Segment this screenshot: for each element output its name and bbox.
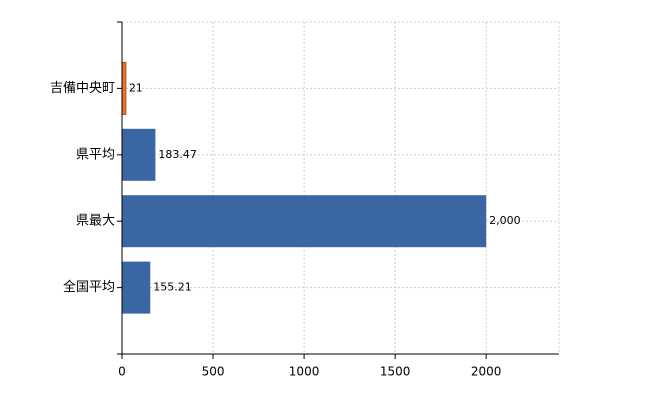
value-label: 155.21 bbox=[153, 281, 192, 294]
value-label: 183.47 bbox=[158, 148, 197, 161]
x-tick-label: 500 bbox=[202, 365, 225, 379]
y-tick-label: 県最大 bbox=[76, 214, 115, 229]
x-tick-label: 1000 bbox=[289, 365, 320, 379]
value-label: 2,000 bbox=[489, 214, 520, 227]
x-tick-label: 2000 bbox=[471, 365, 502, 379]
bar bbox=[122, 128, 156, 181]
bar bbox=[121, 61, 127, 115]
x-tick-label: 1500 bbox=[380, 365, 411, 379]
bar bbox=[122, 261, 151, 314]
value-label: 21 bbox=[129, 81, 143, 94]
y-tick-label: 吉備中央町 bbox=[50, 80, 115, 96]
bar bbox=[122, 195, 487, 248]
x-tick-label: 0 bbox=[118, 365, 126, 379]
y-tick-label: 全国平均 bbox=[63, 279, 115, 295]
y-tick-label: 県平均 bbox=[76, 147, 115, 162]
